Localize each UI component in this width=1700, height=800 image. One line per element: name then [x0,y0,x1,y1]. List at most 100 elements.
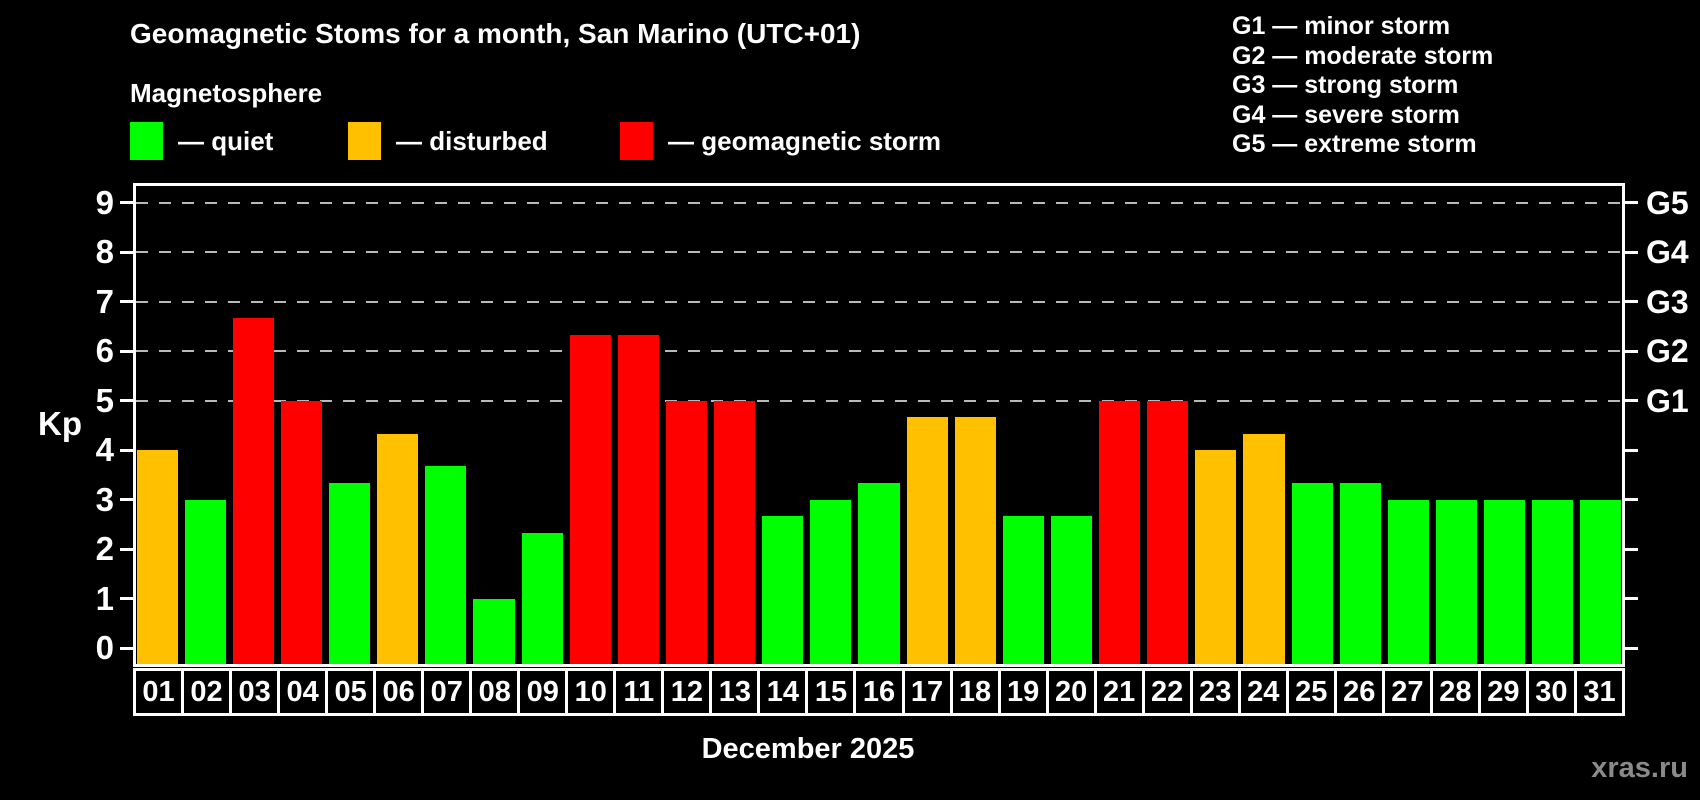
date-cell-11: 11 [613,671,661,713]
date-cell-09: 09 [517,671,565,713]
gridline-kp6 [136,350,1622,352]
right-tick-6 [1625,349,1638,353]
right-tick-9 [1625,201,1638,204]
date-cell-26: 26 [1333,671,1382,713]
left-tick-5 [120,399,133,402]
left-tick-6 [120,349,133,353]
bar-day-27 [1387,499,1429,664]
left-tick-2 [120,547,133,551]
gscale-line-g2: G2 — moderate storm [1232,41,1494,70]
right-tick-7 [1625,300,1638,303]
y-tick-label-8: 8 [95,233,114,270]
date-cell-23: 23 [1189,671,1238,713]
bar-day-22 [1147,400,1189,664]
watermark: xras.ru [1591,752,1688,784]
date-cell-05: 05 [325,671,373,713]
y-tick-label-2: 2 [95,530,114,567]
left-tick-4 [120,448,133,452]
gscale-legend: G1 — minor storm G2 — moderate storm G3 … [1232,12,1493,160]
right-tick-1 [1625,597,1638,600]
gridline-kp9 [136,201,1622,204]
bar-day-10 [569,334,611,664]
date-cell-10: 10 [565,671,613,713]
y-tick-label-4: 4 [95,431,114,468]
date-cell-15: 15 [805,671,853,713]
bar-day-14 [762,515,804,664]
date-cell-27: 27 [1381,671,1430,713]
date-cell-13: 13 [709,671,757,713]
date-cell-19: 19 [997,671,1046,713]
legend-label-storm: — geomagnetic storm [668,125,942,156]
date-cell-07: 07 [421,671,469,713]
x-axis-date-row: 01 02 03 04 05 06 07 08 09 10 11 12 13 14 15 16 17 18 19 20… [133,668,1625,716]
left-tick-9 [120,201,133,204]
date-cell-24: 24 [1237,671,1286,713]
date-cell-28: 28 [1429,671,1478,713]
y-tick-label-0: 0 [95,629,114,666]
bar-day-24 [1243,433,1285,664]
plot-area [133,183,1625,667]
month-caption: December 2025 [701,733,915,765]
bar-day-28 [1435,499,1478,664]
g-scale-label-g5: G5 [1646,184,1689,221]
g-scale-label-g3: G3 [1646,283,1689,320]
date-cell-25: 25 [1285,671,1334,713]
chart-subtitle: Magnetosphere [130,78,323,108]
storm-color-swatch [620,122,653,160]
date-cell-29: 29 [1477,671,1526,713]
right-tick-8 [1625,250,1638,254]
date-cell-18: 18 [949,671,998,713]
date-cell-12: 12 [661,671,709,713]
bar-day-20 [1050,515,1093,664]
bar-day-18 [954,416,996,664]
legend-label-quiet: — quiet [178,125,274,156]
gscale-line-g4: G4 — severe storm [1232,100,1460,129]
date-cell-21: 21 [1093,671,1142,713]
date-cell-20: 20 [1045,671,1094,713]
right-tick-5 [1625,399,1638,402]
date-cell-14: 14 [757,671,805,713]
bar-day-03 [232,317,274,664]
bar-day-17 [906,416,948,664]
legend-item-disturbed: — disturbed [348,121,548,161]
page-title: Geomagnetic Stoms for a month, San Marin… [130,18,861,49]
g-scale-label-g1: G1 [1646,382,1689,419]
bar-day-26 [1339,483,1381,664]
bar-day-13 [714,400,756,664]
date-cell-02: 02 [181,671,229,713]
g-scale-label-g4: G4 [1646,234,1689,270]
date-cell-06: 06 [373,671,421,713]
y-tick-label-9: 9 [95,183,114,221]
left-tick-7 [120,300,133,303]
left-tick-1 [120,597,133,600]
bar-day-06 [377,433,419,664]
g-scale-label-g2: G2 [1646,333,1689,369]
left-tick-0 [120,646,133,650]
bar-day-12 [665,400,708,664]
bar-day-02 [184,499,226,664]
y-tick-label-5: 5 [95,381,114,419]
bar-day-19 [1002,515,1044,664]
gscale-line-g3: G3 — strong storm [1232,71,1459,99]
date-cell-03: 03 [229,671,277,713]
bar-day-16 [858,483,900,664]
bar-day-21 [1099,400,1141,664]
date-cell-17: 17 [901,671,950,713]
y-tick-label-1: 1 [95,579,114,617]
date-cell-22: 22 [1141,671,1190,713]
left-tick-3 [120,498,133,501]
left-tick-8 [120,250,133,254]
gridline-kp5 [136,399,1622,402]
date-cell-31: 31 [1573,671,1622,713]
date-cell-08: 08 [469,671,517,713]
date-cell-30: 30 [1525,671,1574,713]
bar-day-23 [1195,450,1237,664]
date-cell-16: 16 [853,671,901,713]
date-cell-04: 04 [277,671,325,713]
gridline-kp8 [136,251,1622,253]
bar-day-07 [425,466,467,664]
date-cell-01: 01 [142,675,175,708]
bar-day-25 [1291,483,1333,664]
quiet-color-swatch [130,122,163,160]
